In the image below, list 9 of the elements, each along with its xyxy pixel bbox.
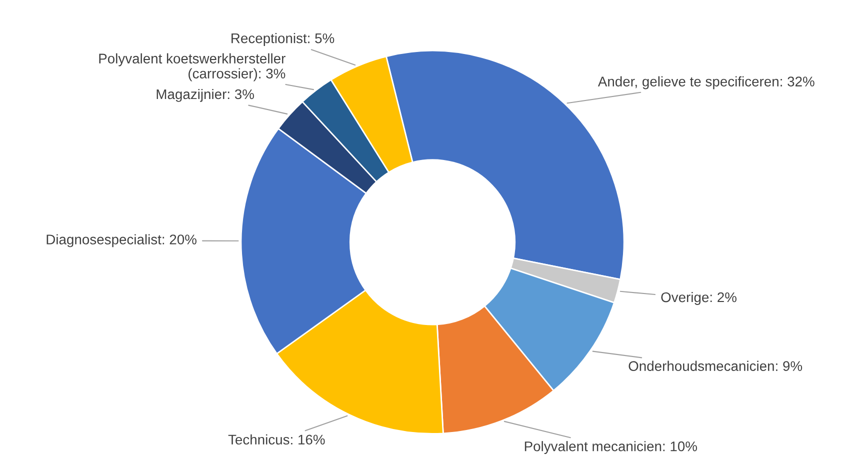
slice-label: Ander, gelieve te specificeren: 32% bbox=[598, 76, 814, 90]
slice-label: Diagnosespecialist: 20% bbox=[46, 234, 196, 248]
slice-label: Polyvalent mecanicien: 10% bbox=[524, 441, 698, 454]
slice-label: Receptionist: 5% bbox=[232, 33, 334, 46]
slice-label: Overige: 2% bbox=[661, 292, 736, 305]
slice-label: Onderhoudsmecanicien: 9% bbox=[628, 360, 802, 371]
slice-label: Polyvalent koetswerkhersteller (carrossier): 3% bbox=[99, 53, 286, 82]
slice-label: Technicus: 16% bbox=[228, 434, 325, 445]
slice-label: Magazijnier: 3% bbox=[156, 88, 254, 102]
